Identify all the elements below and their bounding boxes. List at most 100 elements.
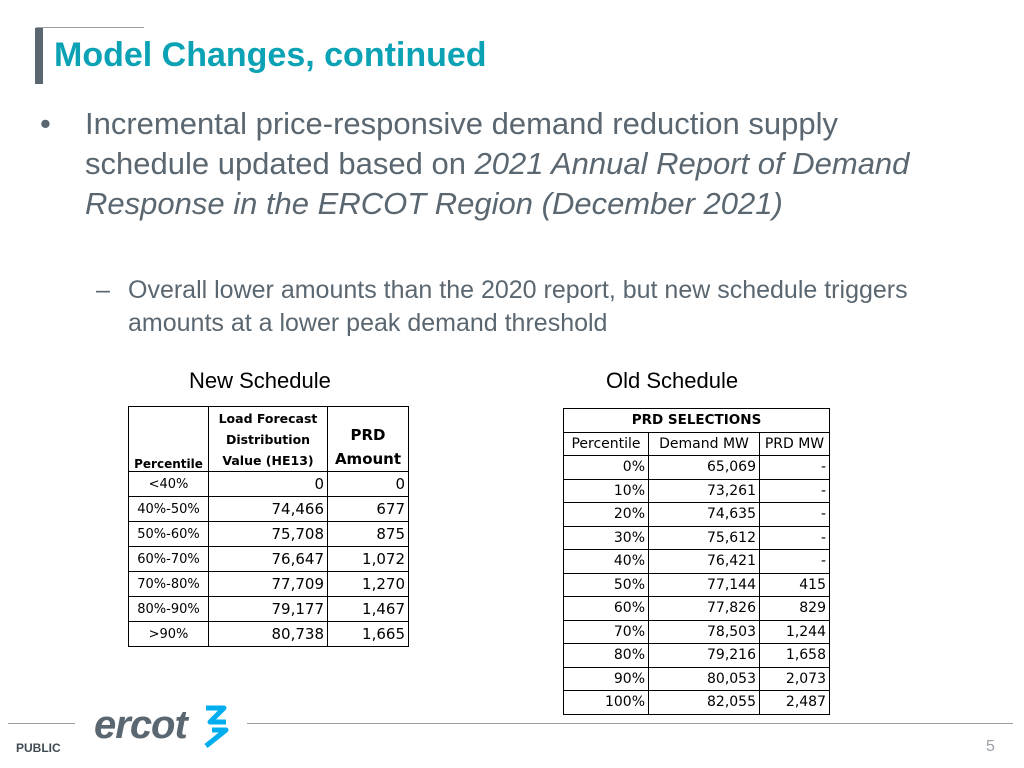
table-row: 70%-80% 77,709 1,270 xyxy=(128,571,409,597)
table-row: 20% 74,635- xyxy=(563,502,830,527)
prd-amount-cell: 875 xyxy=(327,521,409,547)
load-forecast-cell: 74,466 xyxy=(208,496,328,522)
percentile-cell: 70%-80% xyxy=(128,571,209,597)
title-accent-bar xyxy=(35,28,43,84)
column-header: PRD MW xyxy=(759,431,830,456)
sub-bullet-text: Overall lower amounts than the 2020 repo… xyxy=(128,276,908,337)
percentile-cell: 90% xyxy=(563,666,649,691)
table-row: 60% 77,826 829 xyxy=(563,596,830,621)
prd-mw-cell: - xyxy=(759,525,830,550)
footer-rule-left xyxy=(8,723,75,724)
demand-mw-cell: 80,053 xyxy=(648,666,760,691)
demand-mw-cell: 65,069 xyxy=(648,455,760,480)
percentile-cell: 80% xyxy=(563,643,649,668)
prd-amount-cell: 0 xyxy=(327,471,409,497)
column-header: Load Forecast Distribution Value (HE13) xyxy=(208,406,328,472)
title-top-rule xyxy=(36,27,144,28)
prd-mw-cell: 1,244 xyxy=(759,619,830,644)
table-header-row: Percentile Load Forecast Distribution Va… xyxy=(128,406,409,472)
prd-amount-cell: 1,665 xyxy=(327,621,409,647)
table-row: 80%-90% 79,177 1,467 xyxy=(128,596,409,622)
load-forecast-cell: 80,738 xyxy=(208,621,328,647)
ercot-logo: ercot xyxy=(94,703,229,748)
prd-amount-cell: 1,270 xyxy=(327,571,409,597)
table-row: >90% 80,738 1,665 xyxy=(128,621,409,647)
table-row: 100% 82,055 2,487 xyxy=(563,690,830,715)
percentile-cell: >90% xyxy=(128,621,209,647)
demand-mw-cell: 73,261 xyxy=(648,478,760,503)
demand-mw-cell: 77,826 xyxy=(648,596,760,621)
percentile-cell: 80%-90% xyxy=(128,596,209,622)
percentile-cell: 10% xyxy=(563,478,649,503)
prd-amount-cell: 1,072 xyxy=(327,546,409,572)
sub-bullet-symbol: – xyxy=(96,276,110,304)
table-row: 90% 80,053 2,073 xyxy=(563,666,830,691)
percentile-cell: 60% xyxy=(563,596,649,621)
new-schedule-caption: New Schedule xyxy=(189,368,331,393)
prd-amount-cell: 1,467 xyxy=(327,596,409,622)
demand-mw-cell: 82,055 xyxy=(648,690,760,715)
column-header: Percentile xyxy=(563,431,649,456)
table-title: PRD SELECTIONS xyxy=(563,408,830,433)
new-schedule-table: Percentile Load Forecast Distribution Va… xyxy=(128,406,409,647)
bullet-symbol: • xyxy=(40,106,51,141)
main-bullet-text: Incremental price-responsive demand redu… xyxy=(85,104,935,224)
percentile-cell: 0% xyxy=(563,455,649,480)
main-bullet-plain: Incremental price-responsive demand redu… xyxy=(85,106,839,181)
prd-mw-cell: 2,487 xyxy=(759,690,830,715)
table-header-row: Percentile Demand MW PRD MW xyxy=(563,431,830,456)
prd-amount-cell: 677 xyxy=(327,496,409,522)
table-row: 80% 79,216 1,658 xyxy=(563,643,830,668)
table-row: 50% 77,144 415 xyxy=(563,572,830,597)
table-title-row: PRD SELECTIONS xyxy=(563,408,830,433)
table-row: 40%-50% 74,466 677 xyxy=(128,496,409,522)
lightning-mark-icon xyxy=(204,705,229,748)
logo-wordmark: ercot xyxy=(94,703,189,747)
report-title: 2021 Annual Report of Demand Response in… xyxy=(85,146,910,221)
old-schedule-caption: Old Schedule xyxy=(606,368,739,393)
old-schedule-table: PRD SELECTIONS Percentile Demand MW PRD … xyxy=(563,408,830,715)
table-row: 50%-60% 75,708 875 xyxy=(128,521,409,547)
demand-mw-cell: 79,216 xyxy=(648,643,760,668)
prd-mw-cell: - xyxy=(759,455,830,480)
classification-label: PUBLIC xyxy=(16,741,61,755)
column-header: Percentile xyxy=(128,406,209,472)
prd-mw-cell: - xyxy=(759,502,830,527)
table-row: 70% 78,503 1,244 xyxy=(563,619,830,644)
page-number: 5 xyxy=(986,738,995,755)
table-row: 10% 73,261- xyxy=(563,478,830,503)
demand-mw-cell: 76,421 xyxy=(648,549,760,574)
column-header: Demand MW xyxy=(648,431,760,456)
column-header: PRD Amount xyxy=(327,406,409,472)
table-row: <40% 0 0 xyxy=(128,471,409,497)
percentile-cell: 100% xyxy=(563,690,649,715)
load-forecast-cell: 76,647 xyxy=(208,546,328,572)
prd-mw-cell: 829 xyxy=(759,596,830,621)
load-forecast-cell: 0 xyxy=(208,471,328,497)
percentile-cell: 20% xyxy=(563,502,649,527)
demand-mw-cell: 78,503 xyxy=(648,619,760,644)
percentile-cell: 40% xyxy=(563,549,649,574)
prd-mw-cell: 415 xyxy=(759,572,830,597)
prd-mw-cell: 2,073 xyxy=(759,666,830,691)
prd-mw-cell: - xyxy=(759,478,830,503)
footer-rule-right xyxy=(247,723,1013,724)
prd-mw-cell: 1,658 xyxy=(759,643,830,668)
table-row: 30% 75,612- xyxy=(563,525,830,550)
table-row: 60%-70% 76,647 1,072 xyxy=(128,546,409,572)
demand-mw-cell: 77,144 xyxy=(648,572,760,597)
percentile-cell: 60%-70% xyxy=(128,546,209,572)
load-forecast-cell: 77,709 xyxy=(208,571,328,597)
demand-mw-cell: 74,635 xyxy=(648,502,760,527)
percentile-cell: 30% xyxy=(563,525,649,550)
percentile-cell: 70% xyxy=(563,619,649,644)
table-row: 40% 76,421- xyxy=(563,549,830,574)
table-row: 0% 65,069- xyxy=(563,455,830,480)
percentile-cell: 50%-60% xyxy=(128,521,209,547)
percentile-cell: 40%-50% xyxy=(128,496,209,522)
percentile-cell: 50% xyxy=(563,572,649,597)
demand-mw-cell: 75,612 xyxy=(648,525,760,550)
prd-mw-cell: - xyxy=(759,549,830,574)
slide-title: Model Changes, continued xyxy=(54,36,487,74)
load-forecast-cell: 75,708 xyxy=(208,521,328,547)
